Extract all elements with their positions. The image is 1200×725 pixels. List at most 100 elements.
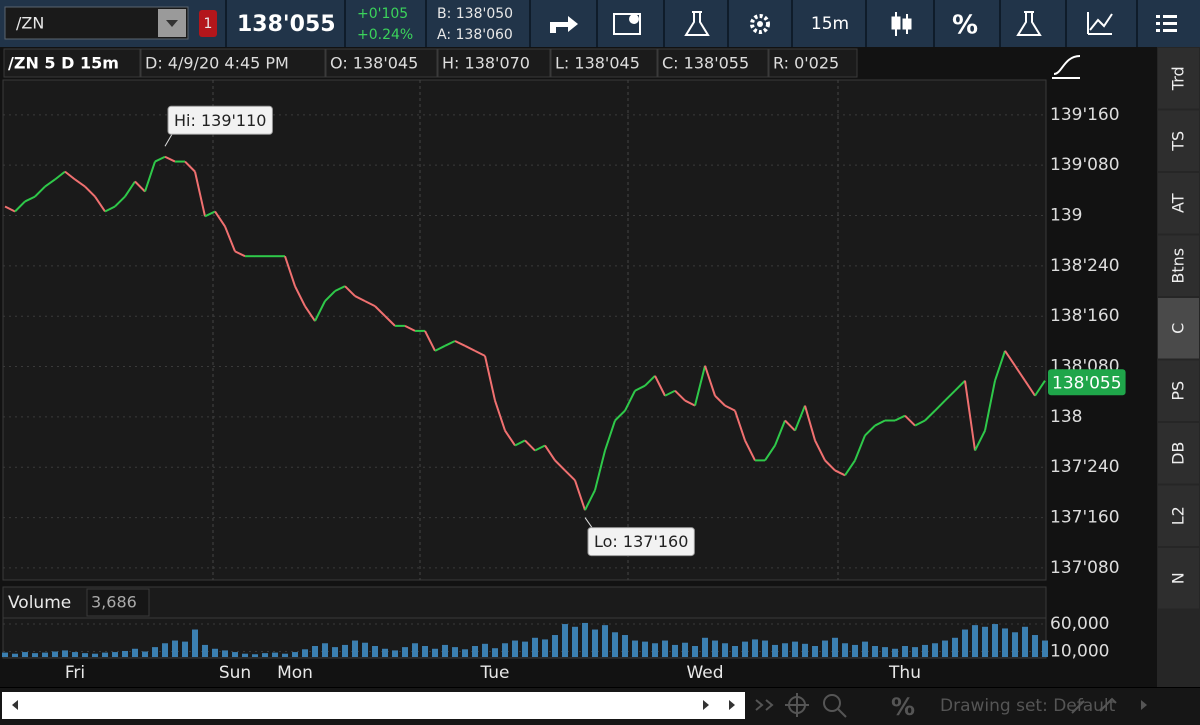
sidebar-tab[interactable] [1158, 423, 1199, 484]
price-segment [894, 414, 906, 422]
sidebar-tab[interactable] [1158, 235, 1199, 297]
sidebar-tab-label[interactable]: DB [1169, 442, 1188, 465]
volume-bar [722, 643, 728, 657]
price-segment [1004, 350, 1016, 367]
last-price-tag-label: 138'055 [1052, 373, 1122, 393]
volume-bar [982, 626, 988, 657]
price-segment [84, 185, 96, 198]
volume-bar [952, 637, 958, 657]
volume-bar [172, 640, 178, 657]
studies-icon[interactable] [684, 11, 710, 36]
bar-high: H: 138'070 [442, 54, 530, 73]
price-segment [214, 210, 226, 227]
price-segment [314, 300, 326, 322]
volume-bar [882, 647, 888, 657]
info-icon-dot [629, 14, 639, 24]
volume-bar [832, 637, 838, 657]
volume-bar [682, 642, 688, 657]
alert-badge[interactable] [199, 10, 217, 37]
volume-bar [622, 635, 628, 657]
price-segment [634, 384, 646, 392]
price-segment [514, 439, 526, 447]
sidebar-tab-label[interactable]: C [1169, 323, 1188, 334]
volume-bar [852, 644, 858, 657]
chart-style-icon[interactable] [891, 12, 912, 36]
menu-icon[interactable] [1156, 15, 1177, 32]
share-icon[interactable] [550, 16, 578, 33]
percent-footer[interactable]: % [891, 693, 915, 721]
price-segment [74, 178, 86, 188]
price-segment [874, 419, 886, 427]
sidebar-tab[interactable] [1158, 548, 1199, 609]
percent-toggle[interactable]: % [952, 11, 978, 41]
sidebar-tab[interactable] [1158, 173, 1199, 234]
price-segment [94, 196, 106, 213]
volume-bar [612, 632, 618, 657]
sidebar-tab-label[interactable]: N [1169, 572, 1188, 584]
volume-bar [22, 652, 28, 657]
sidebar-tab[interactable] [1158, 485, 1199, 547]
volume-bar [32, 653, 38, 657]
price-segment [1034, 380, 1046, 397]
footer-arrow[interactable] [1141, 700, 1147, 710]
info-icon[interactable] [613, 13, 641, 35]
price-segment [1024, 380, 1036, 397]
price-segment [134, 180, 146, 193]
timeframe[interactable]: 15m [811, 14, 849, 34]
price-segment [444, 340, 456, 347]
chart-mode-icon[interactable] [1052, 55, 1081, 79]
price-segment [714, 395, 726, 407]
volume-bar [82, 653, 88, 657]
volume-bar [122, 650, 128, 657]
volume-bar [692, 646, 698, 657]
volume-bar [542, 639, 548, 657]
drawing-set[interactable]: Drawing set: Default [940, 696, 1116, 716]
volume-bar [132, 648, 138, 657]
price-segment [614, 409, 626, 422]
sidebar-tab[interactable] [1158, 110, 1199, 172]
sidebar-tab-label[interactable]: Btns [1169, 248, 1188, 284]
settings-icon[interactable] [750, 14, 770, 34]
volume-bar [1022, 626, 1028, 657]
sidebar-tab-label[interactable]: AT [1169, 193, 1188, 213]
price-segment [144, 161, 156, 192]
volume-bar [202, 644, 208, 657]
volume-bar [282, 653, 288, 657]
volume-bar [842, 643, 848, 657]
volume-tick-label: 60,000 [1050, 614, 1109, 634]
price-segment [374, 305, 386, 317]
volume-bar [222, 650, 228, 657]
strategies-icon[interactable] [1016, 11, 1042, 36]
volume-bar [242, 653, 248, 657]
volume-bar [782, 643, 788, 657]
footer-icons[interactable] [755, 693, 847, 718]
drawing-icons[interactable] [1071, 697, 1117, 714]
price-segment [524, 439, 536, 452]
net-change: +0'105 [357, 6, 408, 22]
price-segment [974, 430, 986, 451]
sidebar-tab-label[interactable]: Trd [1169, 66, 1188, 91]
volume-bar [732, 646, 738, 657]
sidebar-tab[interactable] [1158, 298, 1199, 359]
sidebar-tab[interactable] [1158, 360, 1199, 422]
price-segment [564, 469, 576, 482]
y-tick-label: 138'240 [1050, 256, 1120, 276]
scrollbar[interactable] [2, 692, 745, 719]
y-tick-label: 138'160 [1050, 306, 1120, 326]
drawings-icon[interactable] [1087, 12, 1113, 35]
sidebar-tab-label[interactable]: TS [1169, 131, 1188, 152]
sidebar-tab[interactable] [1158, 48, 1199, 109]
volume-bar [592, 629, 598, 657]
volume-bar [342, 644, 348, 657]
sidebar-tab-label[interactable]: PS [1169, 381, 1188, 401]
sidebar-tab-label[interactable]: L2 [1169, 506, 1188, 525]
volume-bar [62, 650, 68, 657]
dropdown-arrow [166, 20, 178, 27]
symbol-box[interactable] [4, 6, 189, 40]
volume-bar [742, 641, 748, 657]
volume-bar [822, 640, 828, 657]
volume-readout-box [86, 588, 150, 617]
symbol[interactable]: /ZN [16, 14, 44, 33]
price-segment [604, 420, 616, 451]
